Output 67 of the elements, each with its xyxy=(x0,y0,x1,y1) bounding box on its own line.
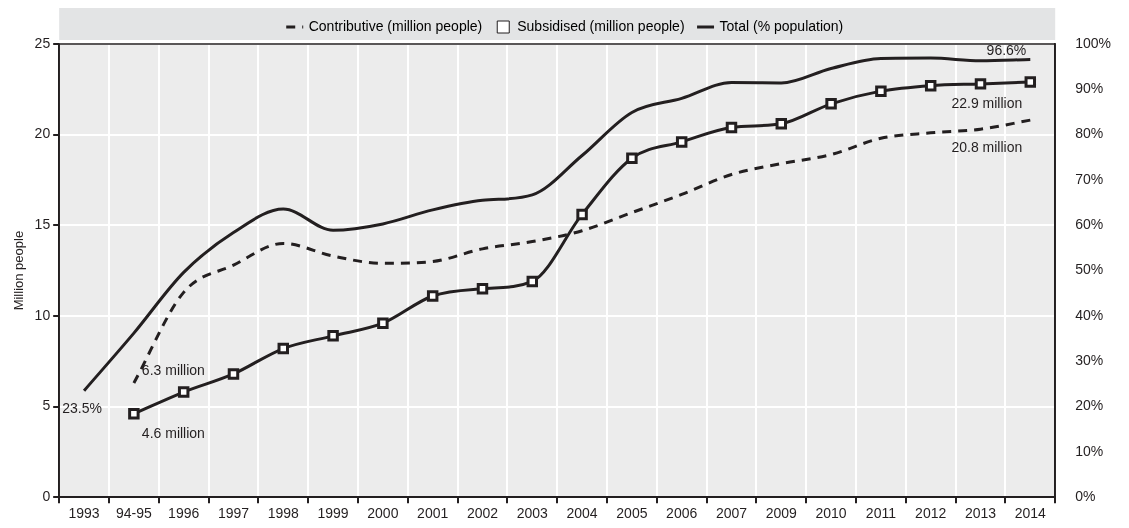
y2-tick-label: 40% xyxy=(1075,306,1104,323)
data-label: 96.6% xyxy=(986,42,1027,59)
legend-label: Contributive (million people) xyxy=(308,17,483,34)
y-tick-label: 10 xyxy=(34,306,51,323)
data-label: 22.9 million xyxy=(951,94,1023,111)
y2-tick-label: 60% xyxy=(1075,216,1104,233)
point xyxy=(974,78,987,90)
y2-tick-label: 30% xyxy=(1075,352,1104,369)
data-label: 6.3 million xyxy=(141,361,205,378)
x-tick-label: 2012 xyxy=(915,505,947,522)
x-tick-label: 1999 xyxy=(317,505,349,522)
y-tick-label: 5 xyxy=(42,397,51,414)
x-tick-label: 2011 xyxy=(865,505,897,522)
data-label: 23.5% xyxy=(62,399,102,416)
point xyxy=(626,152,638,164)
x-tick-label: 2013 xyxy=(964,505,997,522)
x-tick-label: 1993 xyxy=(68,505,100,522)
point xyxy=(775,118,788,130)
point xyxy=(576,208,588,221)
x-tick-label: 2014 xyxy=(1014,505,1047,522)
y2-tick-label: 70% xyxy=(1075,170,1104,187)
y2-tick-label: 0% xyxy=(1075,488,1096,505)
x-tick-label: 2005 xyxy=(616,505,648,522)
legend-label: Subsidised (million people) xyxy=(517,17,685,34)
x-tick-label: 1998 xyxy=(267,505,300,522)
point xyxy=(476,282,489,295)
legend-label: Total (% population) xyxy=(719,17,844,34)
y-tick-label: 0 xyxy=(42,488,51,505)
y2-tick-label: 50% xyxy=(1075,261,1104,278)
x-tick-label: 2000 xyxy=(367,505,399,522)
point xyxy=(675,136,688,148)
data-label: 20.8 million xyxy=(951,139,1023,155)
data-label: 4.6 million xyxy=(141,424,205,441)
y-axis-title: Million people xyxy=(11,230,27,311)
point xyxy=(227,368,240,380)
point xyxy=(1024,76,1037,88)
point xyxy=(725,121,738,134)
x-tick-label: 2001 xyxy=(417,505,449,522)
y2-tick-label: 100% xyxy=(1075,34,1112,51)
y2-tick-label: 20% xyxy=(1075,397,1104,414)
x-tick-label: 2003 xyxy=(516,505,549,522)
point xyxy=(426,290,439,302)
point xyxy=(327,330,339,342)
x-tick-label: 2002 xyxy=(466,505,499,522)
y2-tick-label: 80% xyxy=(1075,125,1104,142)
line-series xyxy=(82,56,1032,393)
x-tick-label: 2006 xyxy=(666,505,698,522)
y2-tick-label: 10% xyxy=(1075,442,1104,459)
x-tick-label: 1996 xyxy=(168,505,200,522)
y2-tick-label: 90% xyxy=(1075,80,1104,97)
point xyxy=(924,79,937,92)
y-tick-label: 15 xyxy=(34,216,51,233)
point xyxy=(875,85,887,97)
point xyxy=(277,342,290,355)
x-tick-label: 2009 xyxy=(765,505,798,522)
point xyxy=(526,275,539,288)
point xyxy=(825,98,837,110)
x-tick-label: 2004 xyxy=(566,505,598,522)
point xyxy=(177,386,190,398)
x-tick-label: 2010 xyxy=(815,505,847,522)
y-tick-label: 25 xyxy=(34,34,51,51)
x-tick-label: 1997 xyxy=(217,505,250,522)
y-tick-label: 20 xyxy=(34,125,51,142)
x-tick-label: 94-95 xyxy=(115,505,152,522)
point xyxy=(128,408,140,420)
x-tick-label: 2007 xyxy=(715,505,748,522)
point xyxy=(377,317,389,329)
